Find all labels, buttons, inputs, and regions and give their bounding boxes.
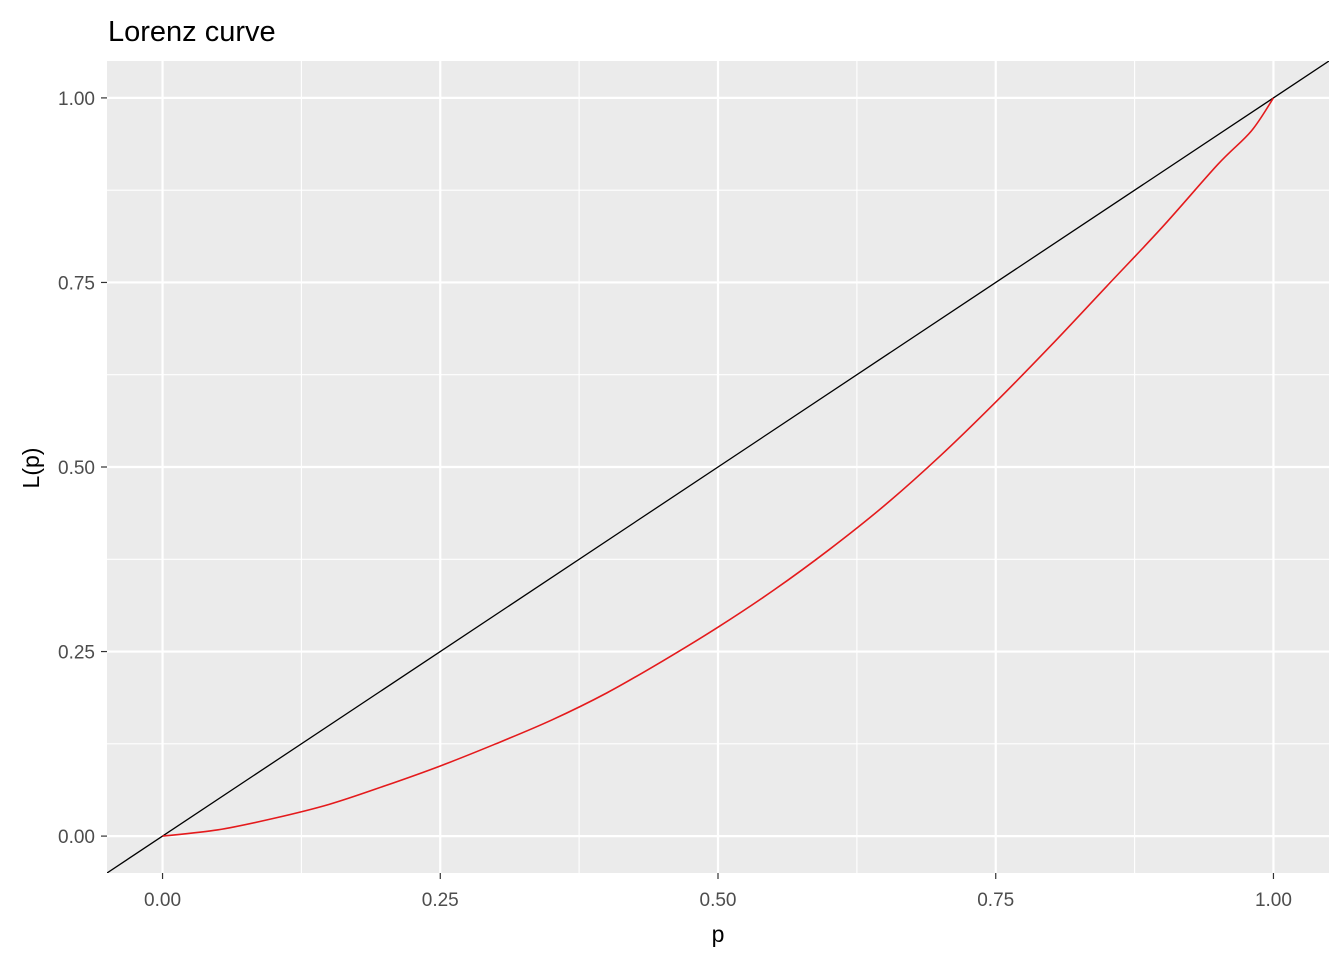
y-tick-label: 0.50 xyxy=(58,458,95,479)
lorenz-curve-line xyxy=(162,97,1275,837)
y-tick-label: 0.00 xyxy=(58,827,95,848)
y-tick-label: 0.75 xyxy=(58,273,95,294)
x-tick-label: 0.25 xyxy=(422,890,459,911)
x-tick-label: 1.00 xyxy=(1255,890,1292,911)
x-tick-label: 0.75 xyxy=(977,890,1014,911)
equality-line xyxy=(107,61,1329,873)
y-axis: 0.00 0.25 0.50 0.75 1.00 xyxy=(58,89,107,848)
series-layer xyxy=(107,61,1329,873)
x-tick-label: 0.50 xyxy=(700,890,737,911)
chart-title: Lorenz curve xyxy=(108,16,276,48)
y-tick-label: 1.00 xyxy=(58,89,95,110)
x-tick-label: 0.00 xyxy=(144,890,181,911)
y-tick-label: 0.25 xyxy=(58,643,95,664)
y-axis-label: L(p) xyxy=(18,448,44,489)
x-axis-label: p xyxy=(712,921,725,947)
x-axis: 0.00 0.25 0.50 0.75 1.00 xyxy=(144,873,1292,911)
